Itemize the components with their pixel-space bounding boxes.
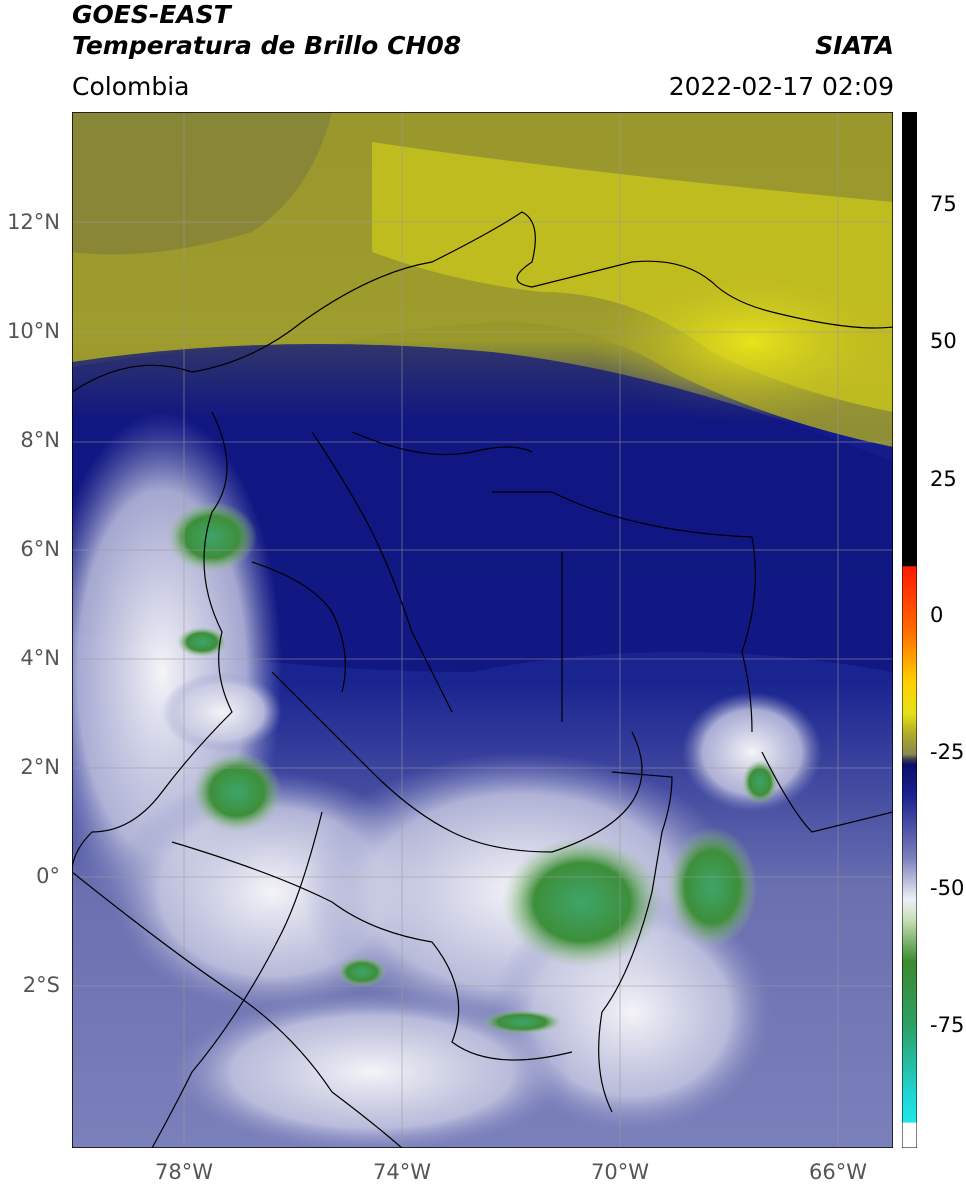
- lat-label: 2°S: [22, 973, 60, 997]
- satellite-map[interactable]: [72, 112, 893, 1148]
- colorbar-tick-label: 75: [930, 192, 957, 216]
- product-title: Temperatura de Brillo CH08: [72, 31, 462, 60]
- lon-label: 74°W: [373, 1160, 431, 1184]
- agency-label: SIATA: [815, 31, 894, 60]
- colorbar: [902, 112, 917, 1148]
- satellite-title: GOES-EAST: [72, 0, 231, 29]
- lon-label: 78°W: [155, 1160, 213, 1184]
- lat-label: 4°N: [20, 646, 60, 670]
- lat-label: 2°N: [20, 755, 60, 779]
- colorbar-tick-label: -75: [930, 1013, 965, 1037]
- lat-label: 8°N: [20, 428, 60, 452]
- colorbar-tick-label: 25: [930, 467, 957, 491]
- lat-label: 6°N: [20, 537, 60, 561]
- lat-label: 12°N: [7, 210, 60, 234]
- colorbar-tick-label: 0: [930, 603, 944, 627]
- lon-label: 66°W: [809, 1160, 867, 1184]
- colorbar-tick-label: -25: [930, 740, 965, 764]
- colorbar-tick-label: 50: [930, 329, 957, 353]
- lon-label: 70°W: [591, 1160, 649, 1184]
- colorbar-tick-label: -50: [930, 876, 965, 900]
- lat-label: 0°: [36, 864, 60, 888]
- datetime-label: 2022-02-17 02:09: [668, 72, 894, 101]
- region-label: Colombia: [72, 72, 190, 101]
- lat-label: 10°N: [7, 319, 60, 343]
